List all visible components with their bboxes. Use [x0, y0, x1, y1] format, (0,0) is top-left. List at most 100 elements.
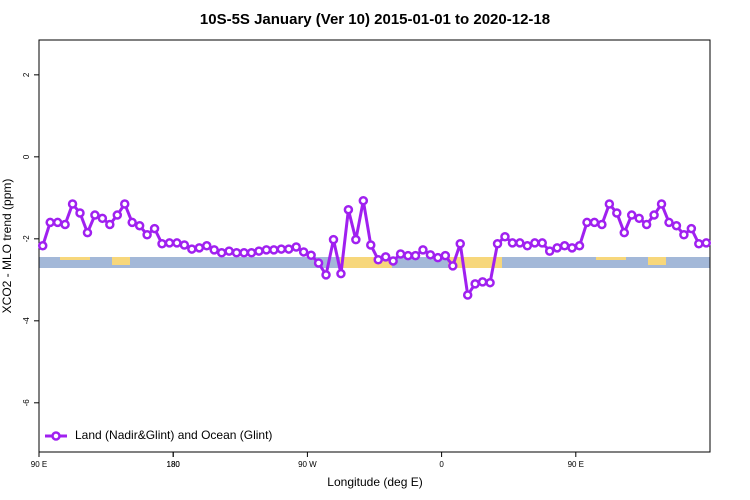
y-tick-label: -6	[22, 399, 31, 407]
data-point	[194, 243, 205, 253]
data-point	[656, 199, 667, 209]
data-point	[254, 246, 264, 256]
data-point	[418, 245, 428, 255]
data-point	[127, 217, 137, 228]
data-point	[626, 210, 637, 220]
data-point	[649, 210, 659, 220]
data-point	[67, 199, 78, 209]
data-point	[664, 217, 674, 228]
data-point	[388, 256, 398, 266]
data-point	[336, 268, 346, 279]
y-tick-label: -2	[22, 235, 31, 243]
data-point	[574, 241, 585, 251]
data-point	[239, 248, 249, 258]
data-point	[261, 245, 272, 255]
data-point	[202, 241, 212, 251]
data-point	[634, 213, 644, 224]
data-point	[179, 240, 190, 250]
data-point	[298, 247, 309, 257]
data-point	[492, 238, 503, 249]
legend-marker	[51, 431, 61, 441]
y-tick-label: -4	[22, 317, 31, 325]
data-point	[142, 229, 152, 240]
x-tick-label: 180	[167, 460, 181, 469]
data-point	[612, 208, 622, 218]
data-point	[37, 241, 48, 251]
data-point	[216, 248, 227, 258]
data-point	[269, 245, 279, 255]
data-point	[380, 252, 391, 262]
data-point	[75, 208, 85, 218]
data-point	[45, 217, 55, 228]
data-point	[328, 234, 339, 245]
data-point	[395, 249, 406, 259]
data-point	[112, 210, 123, 220]
data-point	[246, 248, 257, 258]
data-point	[701, 238, 712, 248]
data-point	[373, 254, 383, 265]
data-point	[321, 270, 331, 280]
data-point	[231, 248, 242, 258]
data-point	[679, 229, 689, 240]
data-point	[105, 219, 115, 230]
data-point	[448, 261, 458, 271]
data-point	[470, 279, 480, 289]
data-point	[134, 220, 145, 231]
x-tick-label: 0	[439, 460, 444, 469]
data-point	[224, 246, 234, 256]
data-point	[425, 250, 436, 260]
data-point	[440, 250, 451, 261]
data-point	[694, 238, 704, 249]
data-point	[351, 234, 361, 245]
legend-label: Land (Nadir&Glint) and Ocean (Glint)	[75, 428, 272, 442]
data-point	[209, 245, 219, 255]
data-point	[462, 290, 473, 300]
data-point	[172, 238, 182, 248]
data-point	[82, 227, 93, 238]
data-point	[157, 238, 167, 249]
data-point	[686, 223, 697, 234]
data-point	[507, 238, 518, 248]
data-point	[403, 250, 413, 261]
data-point	[589, 217, 600, 228]
data-point	[119, 199, 130, 209]
y-tick-label: 0	[22, 154, 31, 159]
y-tick-label: 2	[22, 72, 31, 77]
data-point	[641, 219, 652, 230]
data-point	[544, 246, 555, 256]
data-point	[604, 199, 615, 209]
x-tick-label: 90 W	[298, 460, 317, 469]
data-point	[52, 217, 63, 228]
data-point	[537, 238, 547, 248]
data-point	[552, 243, 562, 253]
data-point	[433, 252, 443, 263]
data-point	[500, 232, 510, 242]
data-point	[358, 195, 369, 206]
data-point	[291, 242, 301, 252]
data-point	[671, 220, 682, 231]
data-point	[582, 217, 592, 228]
data-point	[149, 223, 160, 234]
data-point	[515, 238, 525, 248]
data-point	[164, 238, 175, 248]
data-point	[90, 210, 100, 220]
data-point	[522, 241, 533, 251]
data-point	[559, 241, 570, 251]
data-point	[597, 219, 607, 230]
data-point	[284, 244, 294, 254]
x-tick-label: 90 E	[31, 460, 47, 469]
data-point	[276, 244, 287, 254]
data-point	[366, 240, 376, 250]
x-axis-label: Longitude (deg E)	[327, 475, 422, 489]
data-point	[187, 244, 197, 254]
x-tick-label: 90 E	[568, 460, 584, 469]
y-axis-label: XCO2 - MLO trend (ppm)	[0, 179, 14, 314]
data-point	[530, 238, 540, 248]
data-point	[477, 277, 488, 287]
data-point	[410, 250, 421, 261]
data-point	[313, 258, 324, 268]
data-point	[306, 250, 316, 260]
data-point	[567, 243, 577, 253]
data-point	[343, 204, 354, 215]
